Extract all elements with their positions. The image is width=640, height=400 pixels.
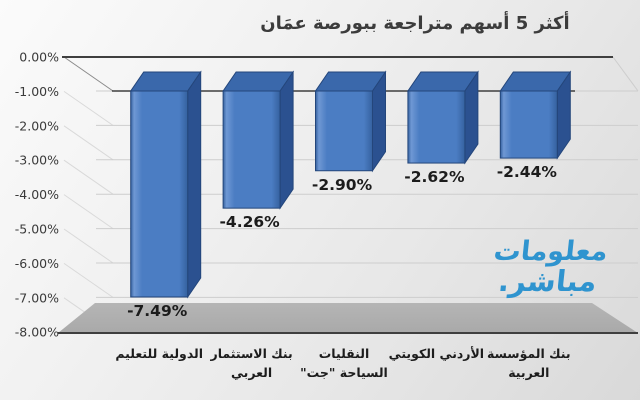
y-tick-label: -2.00% bbox=[15, 118, 59, 133]
y-tick-label: -1.00% bbox=[15, 84, 59, 99]
bar bbox=[315, 90, 373, 172]
wall-line bbox=[63, 228, 114, 264]
bar-value-label: -7.49% bbox=[127, 302, 188, 320]
wall-line bbox=[63, 125, 114, 161]
bar-value-label: -2.62% bbox=[404, 168, 465, 186]
chart-title: أكثر 5 أسهم متراجعة ببورصة عمَان bbox=[260, 13, 570, 34]
x-category-label: بنك المؤسسة bbox=[487, 346, 571, 361]
y-tick-label: -8.00% bbox=[15, 325, 59, 340]
bar bbox=[499, 90, 558, 159]
wall-line bbox=[63, 194, 114, 230]
y-tick-label: -3.00% bbox=[15, 153, 59, 168]
wall-line bbox=[63, 90, 114, 126]
bar bbox=[407, 90, 466, 164]
bar-side-face bbox=[187, 70, 202, 299]
watermark-line-1: معلومات bbox=[492, 236, 610, 267]
wall-line bbox=[63, 56, 114, 92]
x-category-label: العربية bbox=[508, 365, 549, 380]
bar-value-label: -2.90% bbox=[312, 176, 373, 194]
y-tick-label: 0.00% bbox=[19, 50, 59, 65]
y-tick-label: -4.00% bbox=[15, 187, 59, 202]
y-tick-label: -6.00% bbox=[15, 256, 59, 271]
y-tick-label: -7.00% bbox=[15, 290, 59, 305]
wall-line bbox=[63, 159, 114, 195]
bar-value-label: -2.44% bbox=[497, 163, 558, 181]
x-category-label: العربي bbox=[231, 365, 272, 380]
bar bbox=[222, 90, 281, 209]
chart-floor bbox=[58, 303, 638, 333]
x-category-label: بنك الاستثمار bbox=[210, 346, 293, 361]
x-category-label: الدولية للتعليم bbox=[115, 346, 203, 361]
wall-line bbox=[612, 56, 639, 92]
x-category-label: السياحة "جت" bbox=[300, 365, 388, 380]
bar bbox=[130, 90, 189, 298]
wall-line bbox=[63, 262, 114, 298]
watermark-logo: معلومات مباشر. bbox=[461, 236, 637, 299]
y-tick-label: -5.00% bbox=[15, 222, 59, 237]
x-category-label: النقليات bbox=[319, 346, 370, 361]
bar-value-label: -4.26% bbox=[219, 213, 280, 231]
x-category-label: الأردني الكويتي bbox=[389, 346, 484, 361]
bar-side-face bbox=[279, 70, 294, 210]
watermark-line-2: مباشر. bbox=[496, 264, 599, 299]
